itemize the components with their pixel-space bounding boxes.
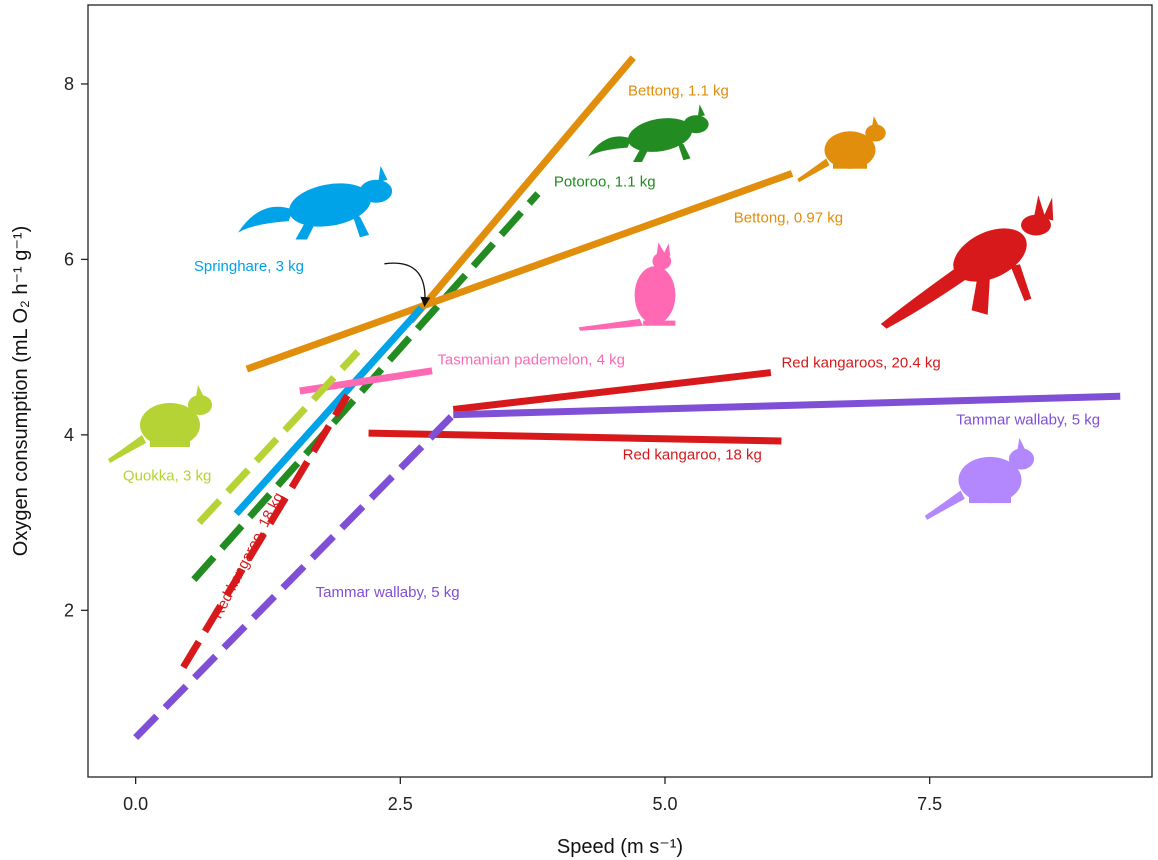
y-tick-label: 4 <box>64 425 74 445</box>
x-tick-label: 2.5 <box>388 794 413 814</box>
x-tick-label: 7.5 <box>917 794 942 814</box>
x-axis-title: Speed (m s⁻¹) <box>557 836 683 858</box>
annotation-layer: Bettong, 1.1 kg Potoroo, 1.1 kg Bettong, 0… <box>123 82 1100 621</box>
series-label: Tasmanian pademelon, 4 kg <box>437 352 625 369</box>
animal-silhouettes <box>108 104 1054 520</box>
potoroo-silhouette <box>588 104 709 162</box>
series-layer <box>133 55 1121 740</box>
series-label: Tammar wallaby, 5 kg <box>316 584 460 601</box>
x-tick-label: 0.0 <box>123 794 148 814</box>
series-line-bettong-0-97-kg <box>245 170 794 373</box>
x-axis: 0.0 2.5 5.0 7.5 <box>123 777 942 814</box>
pademelon-silhouette <box>578 242 676 331</box>
series-line-quokka-3-kg <box>196 349 361 525</box>
series-label: Springhare, 3 kg <box>194 258 304 275</box>
x-tick-label: 5.0 <box>652 794 677 814</box>
quokka-silhouette <box>108 385 212 463</box>
series-line-bettong-1-1-kg <box>408 55 636 324</box>
series-line-tammar-wallaby-5-kg <box>133 412 456 740</box>
y-tick-label: 8 <box>64 74 74 94</box>
series-label: Quokka, 3 kg <box>123 467 211 484</box>
series-label: Red kangaroo, 18 kg <box>623 446 762 463</box>
series-label: Potoroo, 1.1 kg <box>554 174 656 191</box>
red-kangaroo-silhouette <box>880 195 1054 329</box>
springhare-silhouette <box>238 165 393 240</box>
series-line-springhare-3-kg <box>233 305 425 517</box>
y-axis: 2 4 6 8 <box>64 74 88 620</box>
plot-frame <box>87 4 1153 778</box>
tammar-wallaby-silhouette <box>924 438 1035 520</box>
series-label: Tammar wallaby, 5 kg <box>956 411 1100 428</box>
series-label: Red kangaroos, 20.4 kg <box>781 354 940 371</box>
series-label: Red kangaroo, 18 kg <box>209 490 287 622</box>
series-line-tammar-wallaby-5-kg <box>453 392 1121 419</box>
y-tick-label: 2 <box>64 600 74 620</box>
series-line-red-kangaroos-20-4-kg <box>452 369 772 413</box>
series-line-red-kangaroo-18-kg <box>180 393 351 670</box>
y-tick-label: 6 <box>64 249 74 269</box>
series-label: Bettong, 0.97 kg <box>734 210 843 227</box>
bettong-silhouette <box>797 116 886 183</box>
series-label: Bettong, 1.1 kg <box>628 82 729 99</box>
springhare-callout-arrow <box>384 262 431 308</box>
series-line-potoroo-1-1-kg <box>191 191 541 582</box>
y-axis-title: Oxygen consumption (mL O₂ h⁻¹ g⁻¹) <box>10 226 32 556</box>
